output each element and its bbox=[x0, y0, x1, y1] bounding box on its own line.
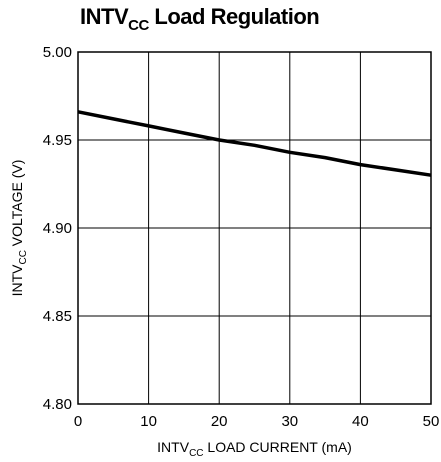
x-tick-label: 0 bbox=[74, 413, 82, 430]
x-tick-label: 40 bbox=[352, 413, 369, 430]
y-tick-labels: 4.80 4.85 4.90 4.95 5.00 bbox=[43, 44, 72, 413]
x-tick-label: 30 bbox=[281, 413, 298, 430]
x-tick-label: 20 bbox=[211, 413, 228, 430]
x-axis-label: INTVCC LOAD CURRENT (mA) bbox=[157, 439, 352, 459]
grid-lines bbox=[77, 51, 432, 405]
y-tick-label: 4.85 bbox=[43, 308, 72, 325]
y-tick-label: 5.00 bbox=[43, 44, 72, 61]
y-tick-label: 4.90 bbox=[43, 220, 72, 237]
series-lines bbox=[77, 110, 432, 177]
series-line bbox=[77, 110, 432, 177]
y-tick-label: 4.80 bbox=[43, 396, 72, 413]
y-axis-label: INTVCC VOLTAGE (V) bbox=[9, 160, 29, 297]
chart-title: INTVCC Load Regulation bbox=[80, 4, 320, 34]
plot-frame bbox=[77, 51, 432, 405]
x-tick-labels: 0 10 20 30 40 50 bbox=[74, 413, 440, 430]
x-tick-label: 10 bbox=[140, 413, 157, 430]
y-tick-label: 4.95 bbox=[43, 132, 72, 149]
x-tick-label: 50 bbox=[423, 413, 440, 430]
